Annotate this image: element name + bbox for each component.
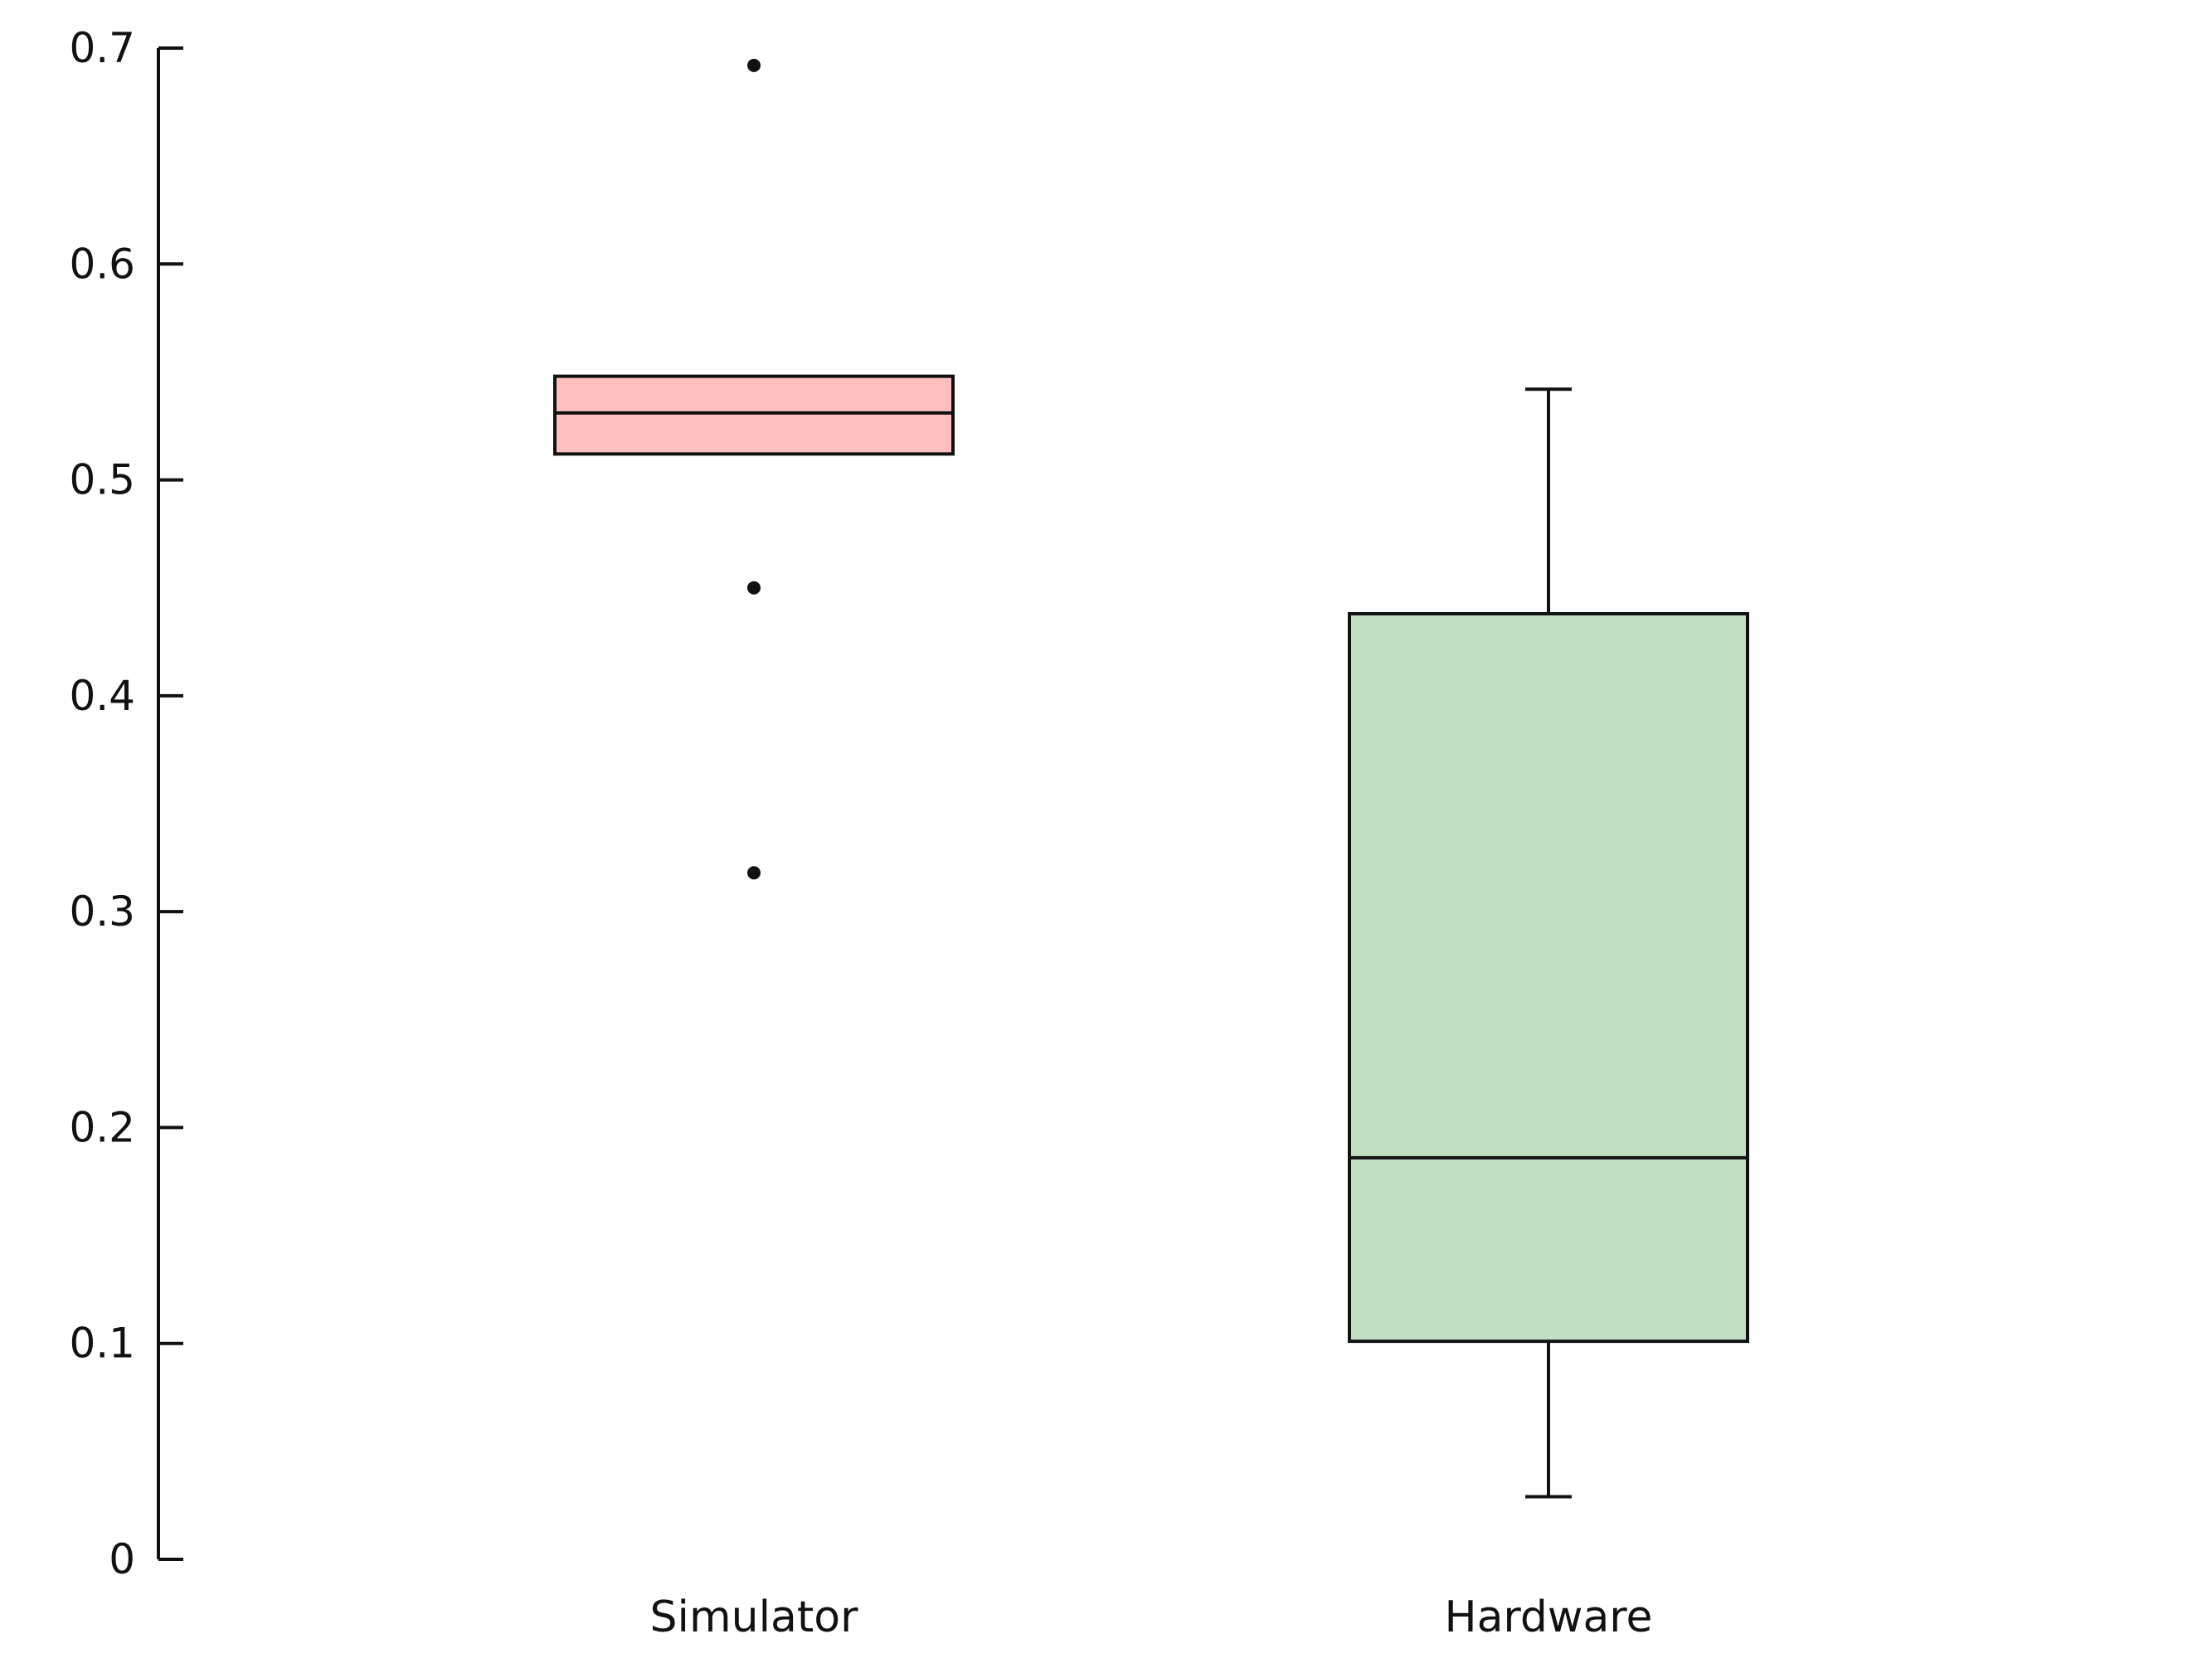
x-tick-label-simulator: Simulator (650, 1592, 859, 1642)
boxes-layer (553, 58, 1749, 1499)
outlier-point (747, 58, 761, 72)
y-tick-label: 0.2 (69, 1103, 135, 1151)
y-tick-label: 0.1 (69, 1320, 135, 1368)
box-body (553, 374, 955, 456)
box-simulator (553, 58, 955, 880)
y-tick-label: 0 (109, 1535, 135, 1583)
y-axis: 0 0.1 0.2 0.3 0.4 0.5 0.6 0.7 (69, 24, 183, 1583)
outlier-point (747, 866, 761, 880)
y-tick-label: 0.6 (69, 240, 135, 288)
y-tick-label: 0.3 (69, 887, 135, 936)
y-tick-label: 0.7 (69, 24, 135, 72)
y-tick-label: 0.4 (69, 672, 135, 720)
box-body (1348, 611, 1749, 1344)
x-tick-labels: Simulator Hardware (650, 1592, 1653, 1642)
x-tick-label-hardware: Hardware (1444, 1592, 1652, 1642)
outlier-point (747, 581, 761, 595)
box-hardware (1348, 387, 1749, 1499)
y-tick-label: 0.5 (69, 456, 135, 504)
